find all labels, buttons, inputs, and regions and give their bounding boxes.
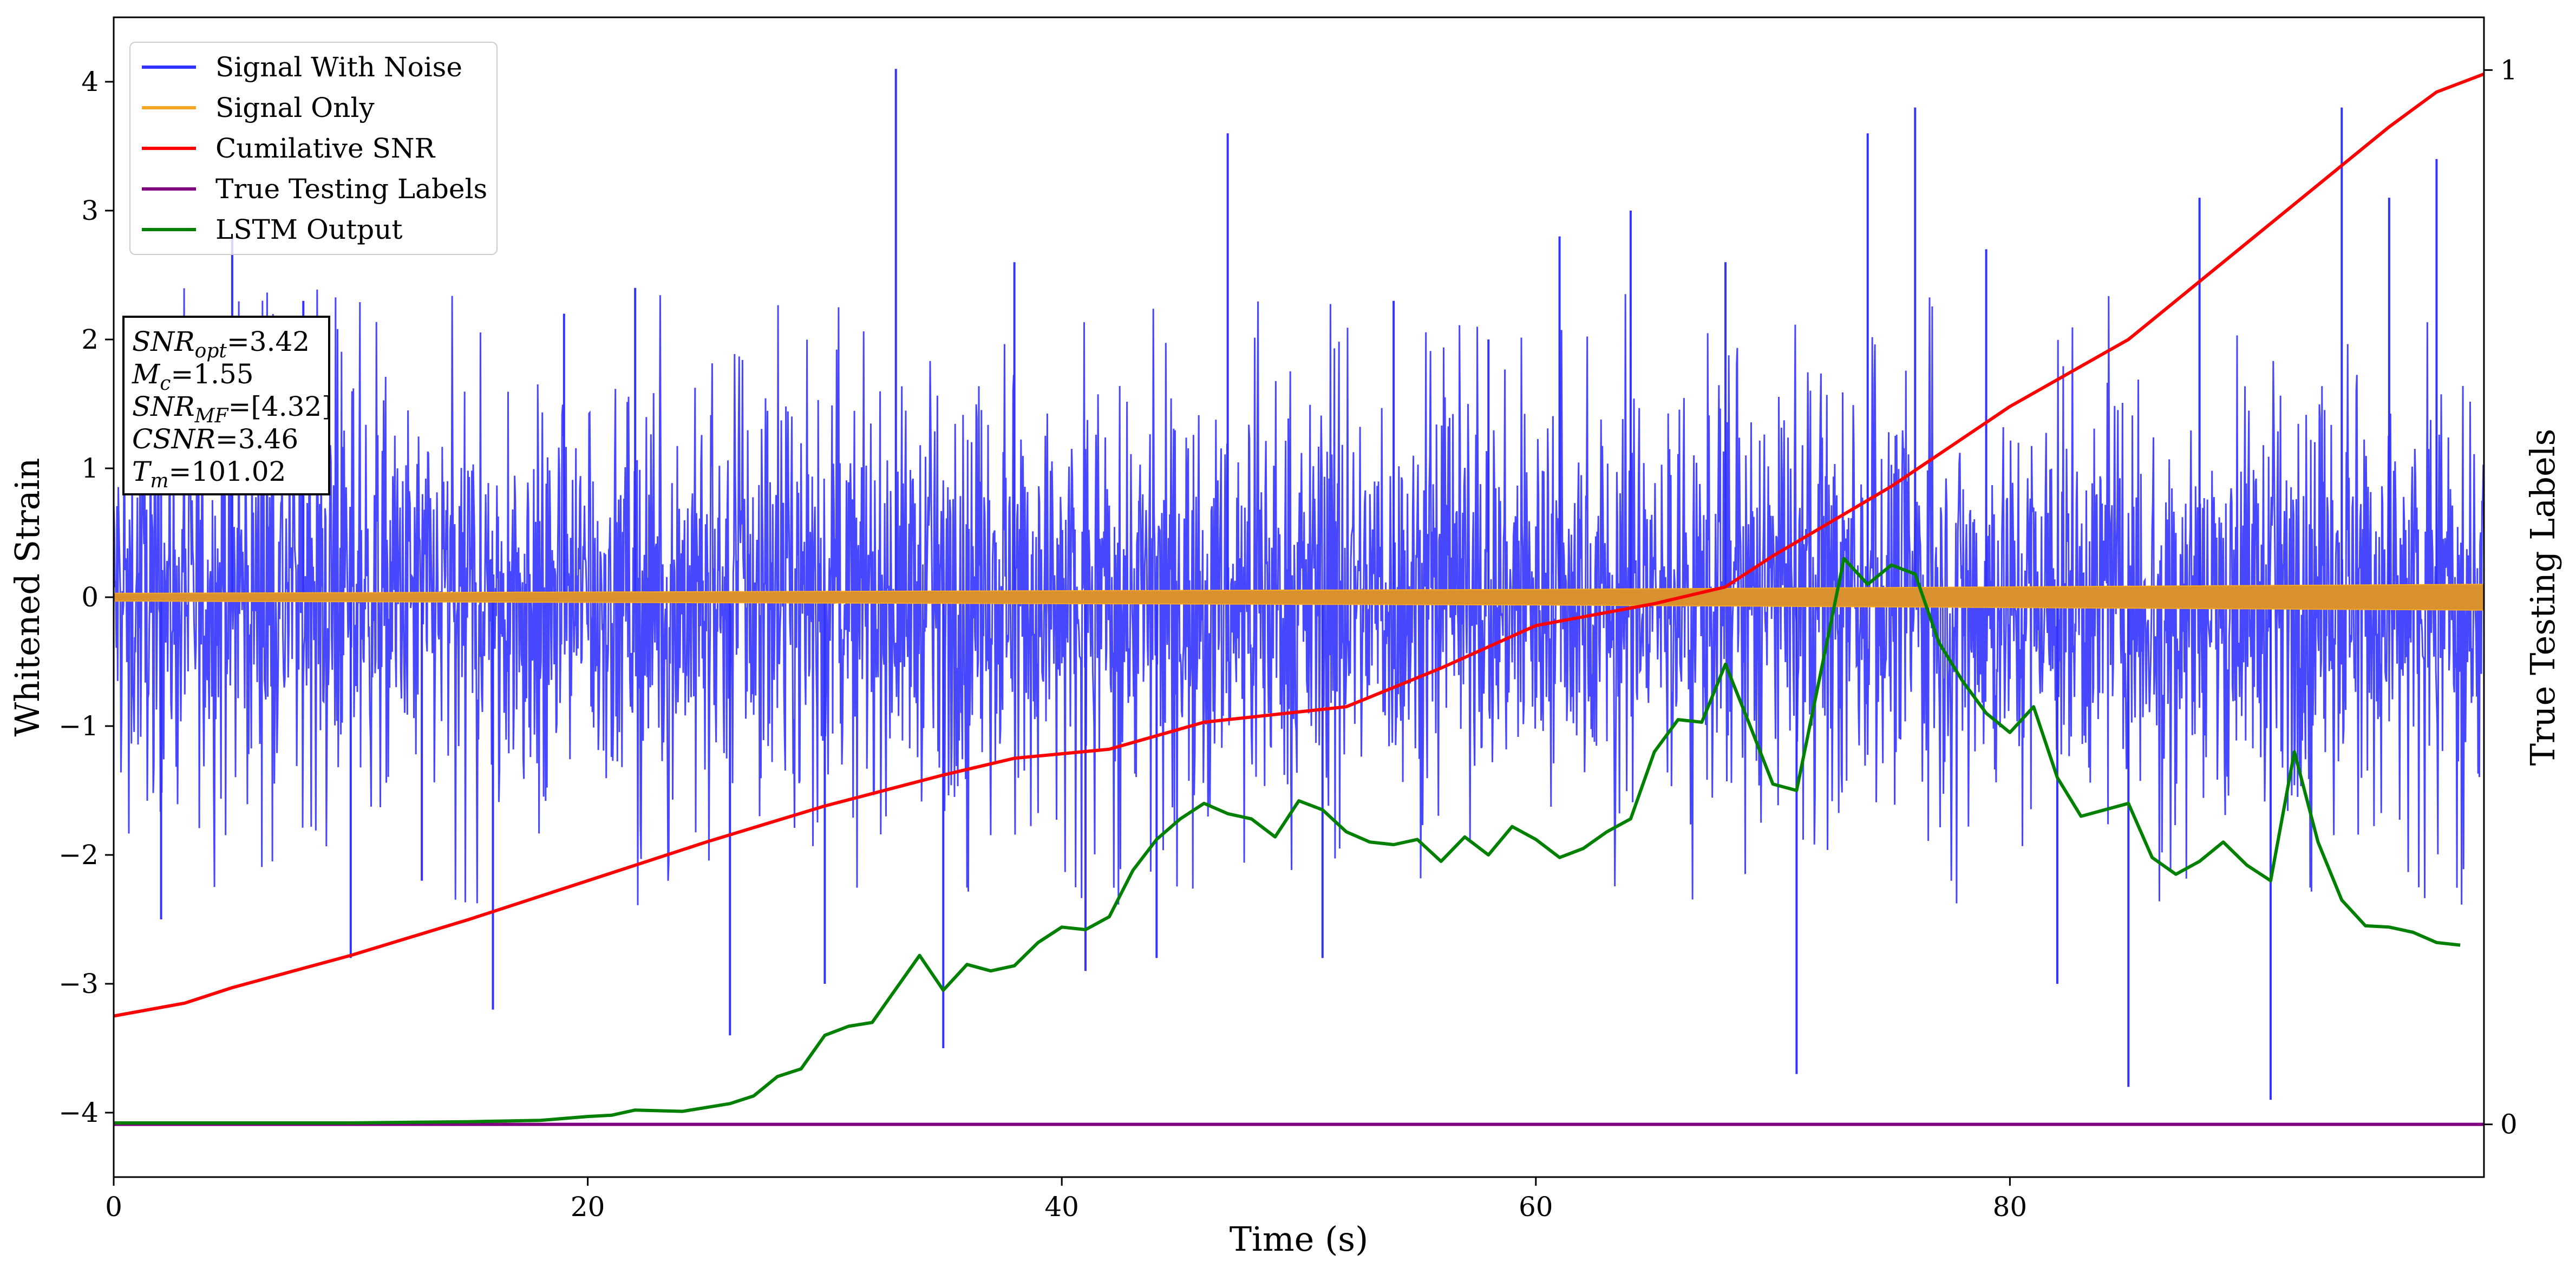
lstm-output-line [114,557,2461,1125]
y-axis-title: Whitened Strain [8,458,47,737]
annotation-box [122,316,330,495]
annotation-line-0: SNRopt=3.42 [132,326,310,362]
y-tick-label-4: 0 [81,582,99,613]
annotation-line-1: Mc=1.55 [132,358,254,395]
annotation-line-3: CSNR=3.46 [132,423,298,455]
lstm-output-series [114,557,2461,1125]
signal-with-noise-series [114,69,2484,1100]
y-tick-label-5: 1 [81,453,99,484]
legend: Signal With Noise Signal Only Cumilative S… [129,42,498,255]
y2-tick-label-1: 1 [2500,54,2518,86]
y-tick-label-6: 2 [81,324,99,355]
plot-area [114,69,2484,1126]
legend-box [129,42,498,255]
x-tick-label-1: 20 [571,1191,605,1223]
x-axis-title: Time (s) [1230,1219,1369,1259]
noise-trace [114,288,2484,905]
y-tick-label-0: −4 [58,1097,99,1128]
legend-label-signal-only: Signal Only [215,92,375,123]
legend-label-cumilative-snr: Cumilative SNR [215,133,435,164]
x-tick-label-3: 60 [1519,1191,1553,1223]
annotation-line-4: Tm=101.02 [132,456,286,492]
y-tick-label-1: −3 [58,968,99,999]
annotation-line-2: SNRMF=[4.32] [132,391,332,427]
y-tick-label-3: −1 [58,710,99,742]
legend-label-signal-with-noise: Signal With Noise [215,51,462,83]
x-tick-label-4: 80 [1993,1191,2028,1223]
cumilative-snr-line [114,72,2484,1018]
legend-label-lstm-output: LSTM Output [215,214,402,245]
legend-label-true-testing-labels: True Testing Labels [215,173,487,205]
y2-tick-label-0: 0 [2500,1109,2518,1140]
cumulative-snr-series [114,72,2484,1018]
y-axis: −4 −3 −2 −1 0 1 2 3 4 [58,66,114,1128]
signal-only-band [114,584,2484,611]
y-tick-label-8: 4 [81,66,99,97]
y-tick-label-7: 3 [81,195,99,226]
x-axis: 0 20 40 60 80 [105,1177,2027,1223]
x-tick-label-0: 0 [105,1191,122,1223]
y2-axis-title: True Testing Labels [2523,429,2562,766]
x-tick-label-2: 40 [1044,1191,1079,1223]
y-tick-label-2: −2 [58,839,99,871]
signal-only-series [114,584,2484,611]
y2-axis: 01 [2484,54,2518,1140]
metrics-annotation: SNRopt=3.42Mc=1.55SNRMF=[4.32]CSNR=3.46T… [122,316,332,495]
